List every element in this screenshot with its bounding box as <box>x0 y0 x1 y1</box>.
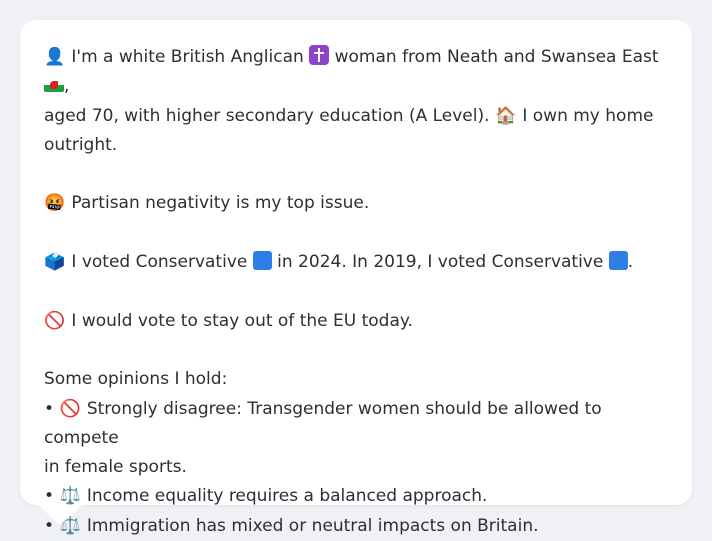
house-icon: 🏠 <box>495 105 517 126</box>
spacer <box>44 219 668 248</box>
bullet: • <box>44 486 55 507</box>
angry-face-icon: 🤬 <box>44 193 66 214</box>
persona-card: 👤 I'm a white British Anglican woman fro… <box>20 20 692 536</box>
opinion-text: Strongly disagree: Transgender women sho… <box>44 398 602 448</box>
vote-text-a: I voted Conservative <box>71 252 248 273</box>
speech-bubble-tail <box>38 505 82 525</box>
vote-text-c: . <box>627 252 634 273</box>
profile-line-1: 👤 I'm a white British Anglican woman fro… <box>44 43 668 102</box>
opinions-heading: Some opinions I hold: <box>44 369 228 390</box>
vote-text-b: in 2024. In 2019, I voted Conservative <box>277 252 604 273</box>
opinion-item-continuation: in female sports. <box>44 457 187 478</box>
blue-square-icon <box>608 251 628 271</box>
latin-cross-icon <box>309 45 330 65</box>
opinion-item: • ⚖️ Income equality requires a balanced… <box>44 482 668 511</box>
profile-text-2b: I own my home <box>522 105 654 126</box>
top-issue: 🤬 Partisan negativity is my top issue. <box>44 189 668 218</box>
spacer <box>44 336 668 365</box>
no-entry-icon: 🚫 <box>44 310 66 331</box>
profile-text-1a: I'm a white British Anglican <box>71 47 304 67</box>
profile-text-2a: aged 70, with higher secondary education… <box>44 105 490 126</box>
profile-text-1b: woman from Neath and Swansea East <box>334 47 659 67</box>
profile-text-1c: , <box>64 76 70 97</box>
profile-line-3: outright. <box>44 134 118 155</box>
scales-icon: ⚖️ <box>59 486 82 507</box>
blue-square-icon <box>252 251 272 271</box>
eu-stance: 🚫 I would vote to stay out of the EU tod… <box>44 307 668 336</box>
spacer <box>44 277 668 306</box>
no-entry-icon: 🚫 <box>59 398 82 419</box>
profile-line-2: aged 70, with higher secondary education… <box>44 102 668 131</box>
person-icon: 👤 <box>44 47 66 67</box>
wales-flag-icon <box>44 78 64 93</box>
bullet: • <box>44 398 55 419</box>
vote-history: 🗳️ I voted Conservative in 2024. In 2019… <box>44 248 668 277</box>
opinion-item: • ⚖️ Immigration has mixed or neutral im… <box>44 512 668 541</box>
opinion-item: • 🚫 Strongly disagree: Transgender women… <box>44 395 668 454</box>
eu-stance-text: I would vote to stay out of the EU today… <box>71 310 413 331</box>
opinion-text: Income equality requires a balanced appr… <box>86 486 488 507</box>
spacer <box>44 160 668 189</box>
top-issue-text: Partisan negativity is my top issue. <box>71 193 370 214</box>
ballot-box-icon: 🗳️ <box>44 252 66 273</box>
